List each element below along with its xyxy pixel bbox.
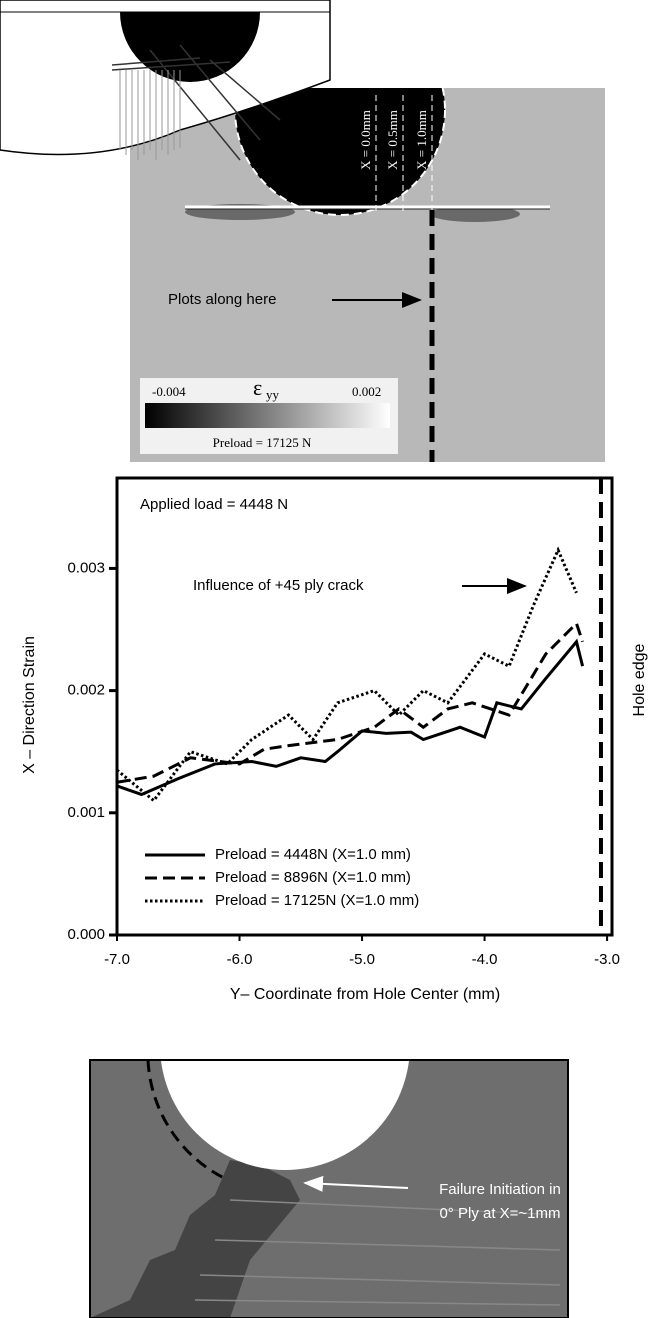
arrow bbox=[303, 1175, 409, 1192]
series-line bbox=[116, 620, 585, 784]
x-position-label: X = 0.5mm bbox=[385, 110, 400, 170]
hole-edge-label: Hole edge bbox=[631, 643, 648, 716]
annotation: 0° Ply at X=~1mm bbox=[439, 1205, 560, 1222]
x-axis-label: Y– Coordinate from Hole Center (mm) bbox=[230, 986, 500, 1003]
x-tick-label: -7.0 bbox=[104, 951, 130, 968]
y-tick-label: 0.003 bbox=[67, 559, 105, 576]
x-tick-label: -5.0 bbox=[349, 951, 375, 968]
annotation: Applied load = 4448 N bbox=[140, 496, 288, 513]
chart: Applied load = 4448 N Influence of +45 p… bbox=[21, 476, 648, 1003]
specimen-sketch bbox=[0, 0, 331, 161]
colorbar-min: -0.004 bbox=[152, 384, 186, 399]
y-tick-label: 0.001 bbox=[67, 804, 105, 821]
y-tick-label: 0.000 bbox=[67, 926, 105, 943]
y-axis-label: X – Direction Strain bbox=[21, 636, 38, 774]
series-line bbox=[116, 546, 578, 803]
arrow-label: Plots along here bbox=[168, 291, 276, 308]
x-tick-label: -6.0 bbox=[227, 951, 253, 968]
x-tick-label: -4.0 bbox=[472, 951, 498, 968]
strain-map bbox=[130, 88, 605, 462]
series-line bbox=[116, 638, 585, 797]
preload-label: Preload = 17125 N bbox=[213, 435, 312, 450]
x-position-label: X = 0.0mm bbox=[358, 110, 373, 170]
colorbar-subscript: yy bbox=[266, 387, 280, 402]
colorbar-max: 0.002 bbox=[352, 384, 381, 399]
annotation: Failure Initiation in bbox=[439, 1181, 561, 1198]
x-position-label: X = 1.0mm bbox=[414, 110, 429, 170]
x-tick-label: -3.0 bbox=[594, 951, 620, 968]
plot-frame bbox=[115, 476, 614, 937]
legend-label: Preload = 4448N (X=1.0 mm) bbox=[215, 846, 411, 863]
legend-label: Preload = 8896N (X=1.0 mm) bbox=[215, 869, 411, 886]
annotation: Influence of +45 ply crack bbox=[193, 577, 364, 594]
photo-frame bbox=[89, 1059, 569, 1318]
y-tick-label: 0.002 bbox=[67, 682, 105, 699]
legend-label: Preload = 17125N (X=1.0 mm) bbox=[215, 892, 419, 909]
colorbar-symbol: ε bbox=[253, 375, 262, 400]
fracture-photo bbox=[90, 1060, 568, 1318]
